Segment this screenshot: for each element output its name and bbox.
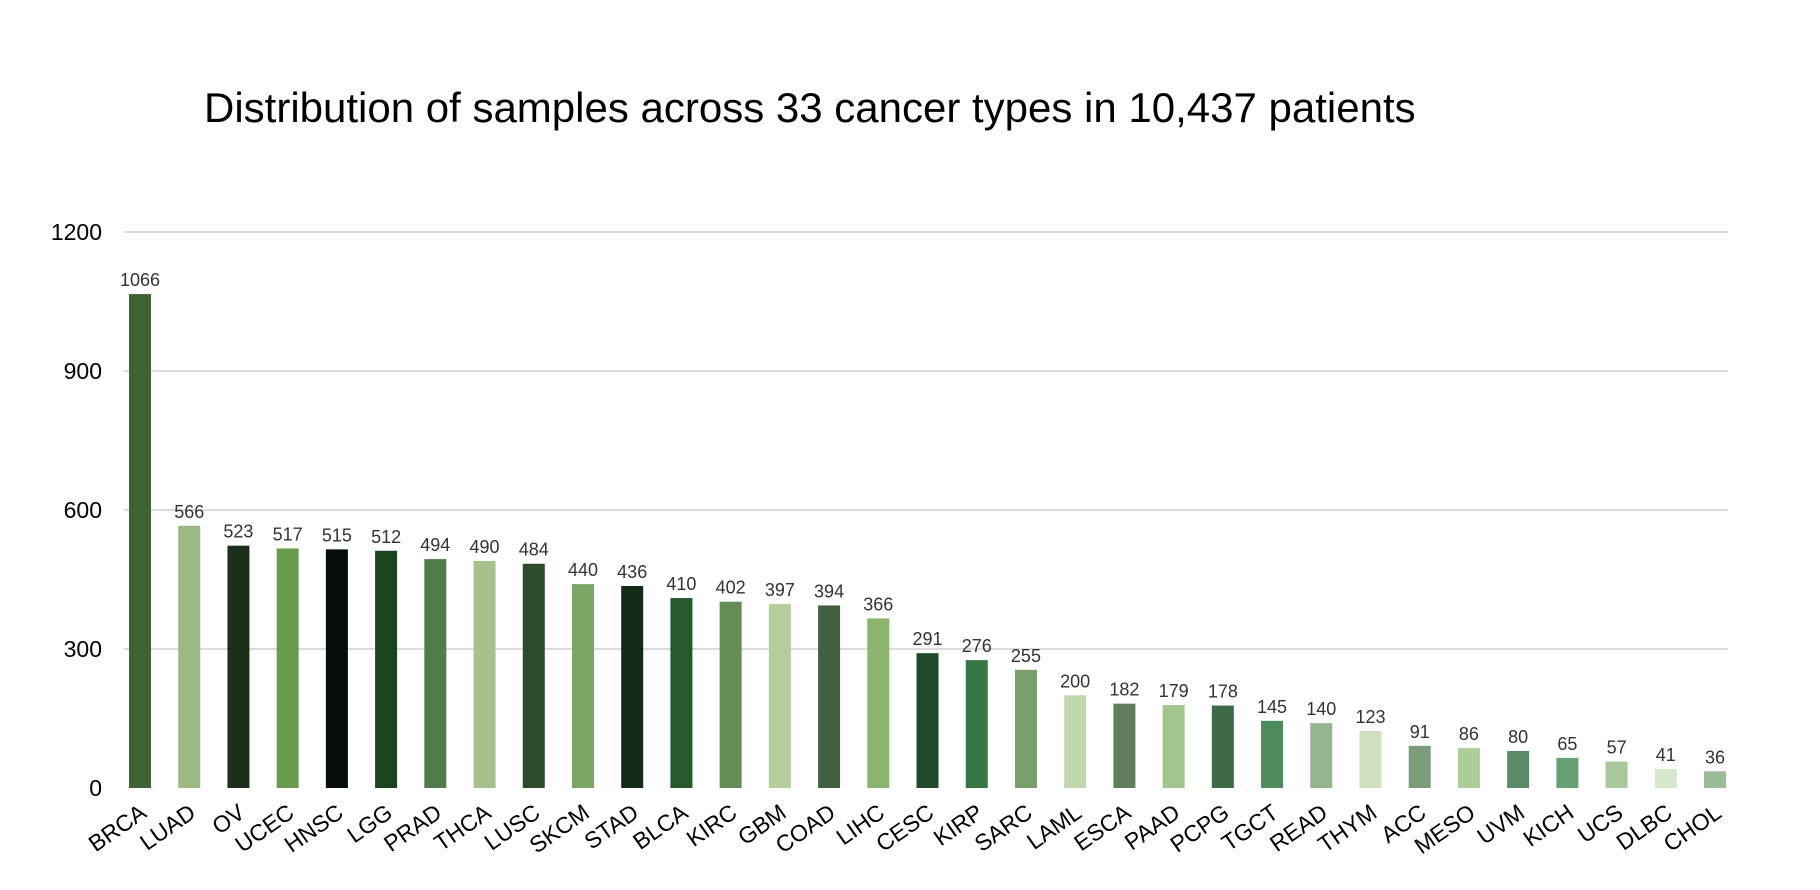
- data-label-sarc: 255: [1011, 646, 1041, 666]
- category-label-luad: LUAD: [135, 799, 200, 855]
- bar-read: [1310, 723, 1333, 788]
- data-label-gbm: 397: [765, 580, 795, 600]
- bar-chol: [1704, 771, 1727, 788]
- data-label-acc: 91: [1410, 722, 1430, 742]
- data-label-thca: 490: [470, 537, 500, 557]
- data-label-paad: 179: [1159, 681, 1189, 701]
- data-label-kirc: 402: [716, 578, 746, 598]
- y-tick-label: 0: [89, 775, 102, 801]
- data-label-blca: 410: [666, 574, 696, 594]
- category-label-uvm: UVM: [1472, 799, 1529, 850]
- category-label-cesc: CESC: [871, 799, 938, 857]
- data-label-stad: 436: [617, 562, 647, 582]
- bar-cesc: [916, 653, 939, 788]
- bar-paad: [1162, 705, 1185, 788]
- bar-brca: [129, 294, 151, 788]
- data-label-kirp: 276: [962, 636, 992, 656]
- data-label-cesc: 291: [912, 629, 942, 649]
- bar-acc: [1408, 745, 1431, 788]
- bar-lusc: [522, 563, 545, 788]
- bar-ucec: [276, 548, 299, 788]
- y-tick-label: 300: [64, 636, 102, 662]
- category-label-sarc: SARC: [970, 799, 1037, 857]
- bar-sarc: [1014, 669, 1037, 788]
- data-label-kich: 65: [1557, 734, 1577, 754]
- data-label-tgct: 145: [1257, 697, 1287, 717]
- category-label-prad: PRAD: [379, 799, 446, 857]
- y-tick-label: 900: [64, 358, 102, 384]
- category-label-brca: BRCA: [84, 798, 152, 856]
- bar-laml: [1064, 695, 1087, 788]
- category-label-chol: CHOL: [1659, 799, 1726, 857]
- y-tick-label: 1200: [51, 219, 102, 245]
- data-label-uvm: 80: [1508, 727, 1528, 747]
- bar-uvm: [1507, 750, 1530, 788]
- data-label-lgg: 512: [371, 527, 401, 547]
- data-label-meso: 86: [1459, 724, 1479, 744]
- category-label-blca: BLCA: [628, 798, 693, 854]
- category-label-kirc: KIRC: [682, 799, 742, 852]
- bar-esca: [1113, 703, 1136, 788]
- bar-kirp: [965, 660, 988, 788]
- data-label-ov: 523: [223, 522, 253, 542]
- category-label-kich: KICH: [1518, 799, 1578, 852]
- data-label-hnsc: 515: [322, 525, 352, 545]
- y-tick-label: 600: [64, 497, 102, 523]
- category-label-esca: ESCA: [1069, 798, 1136, 856]
- data-label-pcpg: 178: [1208, 682, 1238, 702]
- bar-skcm: [571, 584, 594, 788]
- bar-meso: [1457, 748, 1480, 788]
- data-label-brca: 1066: [120, 270, 160, 290]
- category-label-stad: STAD: [579, 799, 643, 855]
- bar-stad: [621, 585, 644, 788]
- bar-dlbc: [1654, 769, 1677, 788]
- data-label-thym: 123: [1355, 707, 1385, 727]
- bar-kich: [1556, 757, 1579, 788]
- bar-ov: [227, 545, 250, 788]
- bar-prad: [424, 559, 447, 788]
- data-label-coad: 394: [814, 581, 844, 601]
- category-label-thca: THCA: [429, 798, 496, 856]
- chart-title: Distribution of samples across 33 cancer…: [204, 84, 1416, 131]
- data-label-lihc: 366: [863, 594, 893, 614]
- bar-pcpg: [1211, 705, 1234, 788]
- bar-blca: [670, 598, 693, 788]
- data-label-esca: 182: [1109, 680, 1139, 700]
- data-label-read: 140: [1306, 699, 1336, 719]
- bar-thca: [473, 560, 496, 788]
- bar-lihc: [867, 618, 890, 788]
- bar-thym: [1359, 731, 1382, 788]
- bar-gbm: [768, 604, 791, 788]
- data-label-prad: 494: [420, 535, 450, 555]
- data-label-ucs: 57: [1607, 738, 1627, 758]
- bar-coad: [818, 605, 841, 788]
- bar-luad: [178, 525, 201, 788]
- bar-tgct: [1261, 720, 1284, 788]
- data-label-luad: 566: [174, 502, 204, 522]
- bar-hnsc: [325, 549, 348, 788]
- data-label-chol: 36: [1705, 747, 1725, 767]
- data-label-skcm: 440: [568, 560, 598, 580]
- bar-kirc: [719, 601, 742, 788]
- data-label-lusc: 484: [519, 540, 549, 560]
- bar-ucs: [1605, 761, 1628, 788]
- data-label-dlbc: 41: [1656, 745, 1676, 765]
- data-label-laml: 200: [1060, 671, 1090, 691]
- data-label-ucec: 517: [273, 524, 303, 544]
- bar-lgg: [375, 550, 398, 788]
